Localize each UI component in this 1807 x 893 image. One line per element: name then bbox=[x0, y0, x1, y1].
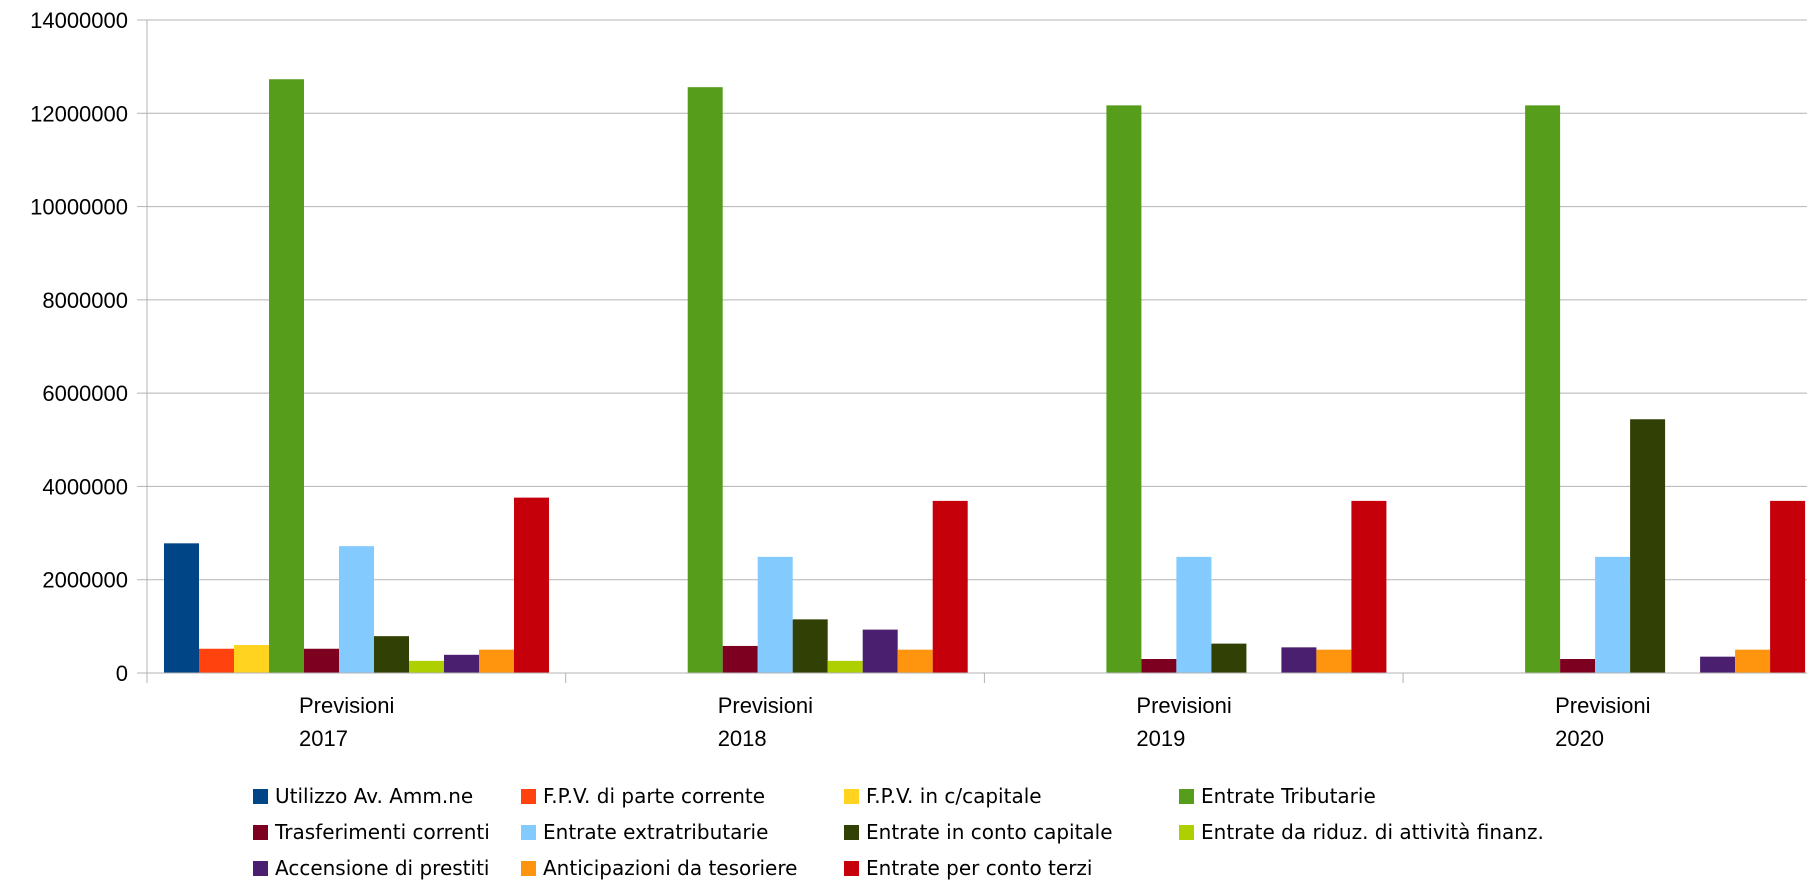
x-category-label: Previsioni 2019 bbox=[1136, 693, 1231, 751]
y-tick-label: 10000000 bbox=[30, 195, 128, 220]
x-category-label: Previsioni 2017 bbox=[299, 693, 394, 751]
y-tick-label: 0 bbox=[116, 661, 128, 686]
bar bbox=[1735, 649, 1771, 673]
bar bbox=[1595, 556, 1631, 673]
bar bbox=[1525, 105, 1561, 673]
legend-item: Anticipazioni da tesoriere bbox=[521, 856, 844, 880]
y-tick-label: 6000000 bbox=[42, 381, 128, 406]
legend-swatch bbox=[844, 824, 859, 840]
legend-item: Utilizzo Av. Amm.ne bbox=[253, 784, 521, 808]
bar bbox=[444, 654, 479, 673]
legend-row: Trasferimenti correnti Entrate extratribu… bbox=[253, 814, 1753, 850]
bar bbox=[757, 556, 793, 673]
legend-swatch bbox=[844, 788, 859, 804]
legend-item: Entrate Tributarie bbox=[1179, 784, 1579, 808]
legend-label: Entrate per conto terzi bbox=[866, 856, 1093, 880]
axes bbox=[146, 20, 1807, 683]
bar bbox=[234, 645, 269, 673]
legend-swatch bbox=[1179, 788, 1194, 804]
bar bbox=[269, 79, 304, 673]
legend-swatch bbox=[521, 824, 536, 840]
y-tick-label: 2000000 bbox=[42, 568, 128, 593]
legend-label: Anticipazioni da tesoriere bbox=[543, 856, 798, 880]
legend-swatch bbox=[844, 860, 859, 876]
bar bbox=[827, 660, 863, 673]
bar bbox=[164, 543, 199, 673]
legend-item: F.P.V. in c/capitale bbox=[844, 784, 1179, 808]
legend-row: Utilizzo Av. Amm.ne F.P.V. di parte corre… bbox=[253, 778, 1753, 814]
x-axis-category-labels: Previsioni 2017 Previsioni 2018 Previsioni 20… bbox=[299, 693, 1650, 751]
legend-swatch bbox=[253, 824, 268, 840]
bar bbox=[932, 500, 968, 673]
bar bbox=[1211, 643, 1247, 673]
bar bbox=[1141, 659, 1177, 673]
x-category-label: Previsioni 2020 bbox=[1555, 693, 1650, 751]
bar bbox=[722, 645, 758, 673]
legend-item: Entrate in conto capitale bbox=[844, 820, 1179, 844]
bar bbox=[1316, 649, 1352, 673]
legend-item: Accensione di prestiti bbox=[253, 856, 521, 880]
legend-label: Accensione di prestiti bbox=[275, 856, 490, 880]
legend-item: Entrate per conto terzi bbox=[844, 856, 1179, 880]
legend-swatch bbox=[253, 860, 268, 876]
legend-row: Accensione di prestiti Anticipazioni da t… bbox=[253, 850, 1753, 886]
y-tick-label: 4000000 bbox=[42, 474, 128, 499]
bar bbox=[897, 649, 933, 673]
bar bbox=[1700, 656, 1736, 673]
bar bbox=[1560, 659, 1596, 673]
bars bbox=[164, 79, 1806, 673]
bar bbox=[1106, 105, 1142, 673]
bar bbox=[792, 619, 828, 673]
bar bbox=[374, 636, 409, 673]
legend-label: Entrate in conto capitale bbox=[866, 820, 1113, 844]
y-tick-label: 14000000 bbox=[30, 8, 128, 33]
y-tick-label: 12000000 bbox=[30, 101, 128, 126]
legend-label: Trasferimenti correnti bbox=[275, 820, 490, 844]
legend-label: Entrate extratributarie bbox=[543, 820, 769, 844]
bar bbox=[1281, 647, 1317, 673]
legend-swatch bbox=[1179, 824, 1194, 840]
bar bbox=[304, 648, 339, 673]
bar bbox=[1351, 500, 1387, 673]
legend-item: Entrate da riduz. di attività finanz. bbox=[1179, 820, 1579, 844]
bar bbox=[687, 87, 723, 673]
legend-label: F.P.V. di parte corrente bbox=[543, 784, 766, 808]
bar bbox=[409, 660, 444, 673]
bar bbox=[1630, 419, 1666, 673]
legend-swatch bbox=[521, 860, 536, 876]
legend-item: F.P.V. di parte corrente bbox=[521, 784, 844, 808]
y-tick-label: 8000000 bbox=[42, 288, 128, 313]
x-category-label: Previsioni 2018 bbox=[718, 693, 813, 751]
bar bbox=[479, 649, 514, 673]
y-axis-tick-labels: 0 2000000 4000000 6000000 8000000 10000000 120… bbox=[30, 8, 128, 686]
bar bbox=[1176, 556, 1212, 673]
legend-label: Entrate da riduz. di attività finanz. bbox=[1201, 820, 1544, 844]
legend-label: F.P.V. in c/capitale bbox=[866, 784, 1042, 808]
legend-swatch bbox=[253, 788, 268, 804]
legend-label: Utilizzo Av. Amm.ne bbox=[275, 784, 474, 808]
bar bbox=[862, 629, 898, 673]
legend-item: Trasferimenti correnti bbox=[253, 820, 521, 844]
bar bbox=[199, 648, 234, 673]
bar bbox=[339, 546, 374, 673]
legend-item: Entrate extratributarie bbox=[521, 820, 844, 844]
legend-swatch bbox=[521, 788, 536, 804]
legend-label: Entrate Tributarie bbox=[1201, 784, 1376, 808]
bar bbox=[1770, 500, 1806, 673]
legend: Utilizzo Av. Amm.ne F.P.V. di parte corre… bbox=[253, 778, 1753, 886]
bar bbox=[514, 497, 549, 673]
